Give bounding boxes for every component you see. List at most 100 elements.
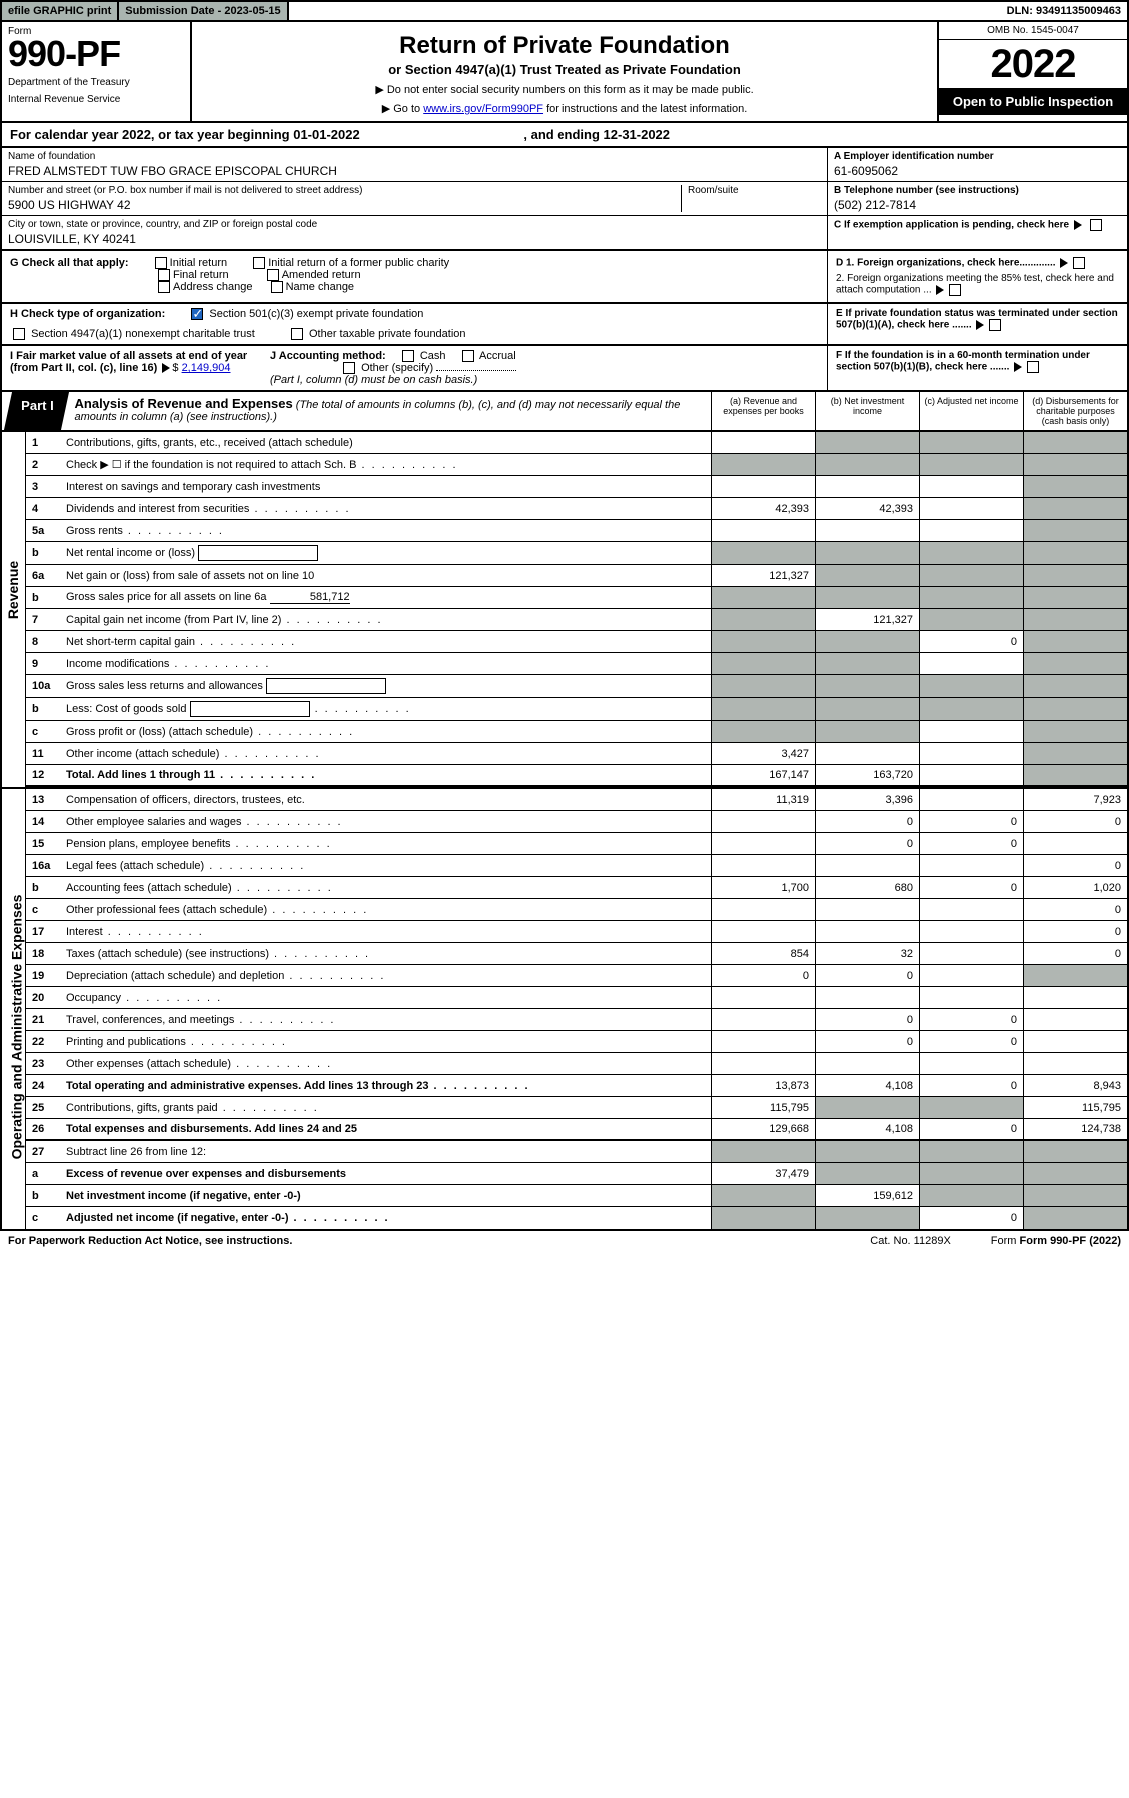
line-b: bAccounting fees (attach schedule)1,7006… — [26, 877, 1127, 899]
j-other-cb[interactable] — [343, 362, 355, 374]
amt-col — [919, 476, 1023, 497]
amt-col — [815, 721, 919, 742]
h-label: H Check type of organization: — [10, 308, 165, 320]
c-exemption-field: C If exemption application is pending, c… — [828, 216, 1127, 234]
line-a: aExcess of revenue over expenses and dis… — [26, 1163, 1127, 1185]
amt-col: 0 — [919, 1031, 1023, 1052]
j-cash-cb[interactable] — [402, 350, 414, 362]
g-address-change-cb[interactable] — [158, 281, 170, 293]
line-num: 27 — [26, 1146, 62, 1158]
line-16a: 16aLegal fees (attach schedule)0 — [26, 855, 1127, 877]
j-accrual: Accrual — [479, 350, 516, 362]
line-24: 24Total operating and administrative exp… — [26, 1075, 1127, 1097]
amt-col — [919, 1185, 1023, 1206]
amt-col — [1023, 675, 1127, 697]
amt-col: 121,327 — [815, 609, 919, 630]
j-accrual-cb[interactable] — [462, 350, 474, 362]
amt-col — [711, 520, 815, 541]
amt-col — [815, 1141, 919, 1162]
submission-date: Submission Date - 2023-05-15 — [119, 2, 288, 20]
amt-col: 0 — [919, 1119, 1023, 1139]
f-checkbox[interactable] — [1027, 361, 1039, 373]
room-col: Room/suite — [681, 185, 821, 212]
h-section: H Check type of organization: Section 50… — [2, 304, 827, 344]
d2-checkbox[interactable] — [949, 284, 961, 296]
arrow-icon — [1060, 258, 1068, 268]
info-right: A Employer identification number 61-6095… — [827, 148, 1127, 249]
amt-col — [1023, 498, 1127, 519]
amt-col — [815, 432, 919, 453]
h-row1: H Check type of organization: Section 50… — [2, 304, 827, 324]
dept-treasury: Department of the Treasury — [8, 77, 184, 88]
amt-col: 4,108 — [815, 1075, 919, 1096]
amt-col: 0 — [919, 1075, 1023, 1096]
expenses-label: Operating and Administrative Expenses — [8, 895, 24, 1160]
ij-left: I Fair market value of all assets at end… — [2, 346, 827, 390]
e-checkbox[interactable] — [989, 319, 1001, 331]
amt-col — [919, 653, 1023, 674]
irs-link[interactable]: www.irs.gov/Form990PF — [423, 103, 543, 115]
g-amended-cb[interactable] — [267, 269, 279, 281]
line-num: 15 — [26, 838, 62, 850]
i-fmv-link[interactable]: 2,149,904 — [182, 362, 231, 374]
g-opts-row3: Address change Name change — [155, 281, 354, 293]
tax-year: 2022 — [939, 40, 1127, 88]
line-b: bNet rental income or (loss) — [26, 542, 1127, 565]
calendar-year-line: For calendar year 2022, or tax year begi… — [0, 123, 1129, 148]
line-desc: Accounting fees (attach schedule) — [62, 879, 711, 897]
g-initial-former-cb[interactable] — [253, 257, 265, 269]
amt-col — [919, 432, 1023, 453]
ein-field: A Employer identification number 61-6095… — [828, 148, 1127, 182]
line-5a: 5aGross rents — [26, 520, 1127, 542]
line-19: 19Depreciation (attach schedule) and dep… — [26, 965, 1127, 987]
cal-begin: For calendar year 2022, or tax year begi… — [10, 127, 360, 142]
amt-col — [815, 565, 919, 586]
g-opt-5: Name change — [286, 281, 355, 293]
amt-col: 11,319 — [711, 789, 815, 810]
line-num: 21 — [26, 1014, 62, 1026]
h-other-cb[interactable] — [291, 328, 303, 340]
amt-col — [1023, 1185, 1127, 1206]
g-name-change-cb[interactable] — [271, 281, 283, 293]
line-desc: Pension plans, employee benefits — [62, 835, 711, 853]
part-1-desc: Analysis of Revenue and Expenses (The to… — [65, 392, 711, 430]
efile-print-button[interactable]: efile GRAPHIC print — [2, 2, 119, 20]
name-label: Name of foundation — [8, 151, 821, 162]
line-c: cGross profit or (loss) (attach schedule… — [26, 721, 1127, 743]
line-b: bGross sales price for all assets on lin… — [26, 587, 1127, 609]
revenue-table: Revenue 1Contributions, gifts, grants, e… — [0, 432, 1129, 789]
d1-checkbox[interactable] — [1073, 257, 1085, 269]
amt-col: 163,720 — [815, 765, 919, 785]
amt-col — [815, 520, 919, 541]
amt-col — [919, 899, 1023, 920]
line-num: b — [26, 592, 62, 604]
amt-col — [711, 653, 815, 674]
addr-label: Number and street (or P.O. box number if… — [8, 185, 675, 196]
amt-col — [815, 542, 919, 564]
amt-col — [919, 609, 1023, 630]
amt-col — [1023, 1053, 1127, 1074]
amt-col: 124,738 — [1023, 1119, 1127, 1139]
h-501c3-cb[interactable] — [191, 308, 203, 320]
amt-col — [711, 921, 815, 942]
line-desc: Travel, conferences, and meetings — [62, 1011, 711, 1029]
submission-date-value: 2023-05-15 — [224, 5, 280, 17]
amt-col — [711, 1185, 815, 1206]
amt-col: 1,700 — [711, 877, 815, 898]
amt-col — [711, 1031, 815, 1052]
amt-col — [815, 675, 919, 697]
amt-col: 159,612 — [815, 1185, 919, 1206]
amt-col — [711, 811, 815, 832]
line-10a: 10aGross sales less returns and allowanc… — [26, 675, 1127, 698]
top-bar: efile GRAPHIC print Submission Date - 20… — [0, 0, 1129, 22]
j-label: J Accounting method: — [270, 350, 386, 362]
c-checkbox[interactable] — [1090, 219, 1102, 231]
line-1: 1Contributions, gifts, grants, etc., rec… — [26, 432, 1127, 454]
line-num: 8 — [26, 636, 62, 648]
amt-col — [919, 520, 1023, 541]
line-desc: Total expenses and disbursements. Add li… — [62, 1120, 711, 1138]
g-initial-return-cb[interactable] — [155, 257, 167, 269]
h-4947-cb[interactable] — [13, 328, 25, 340]
amt-col — [815, 1163, 919, 1184]
g-final-return-cb[interactable] — [158, 269, 170, 281]
